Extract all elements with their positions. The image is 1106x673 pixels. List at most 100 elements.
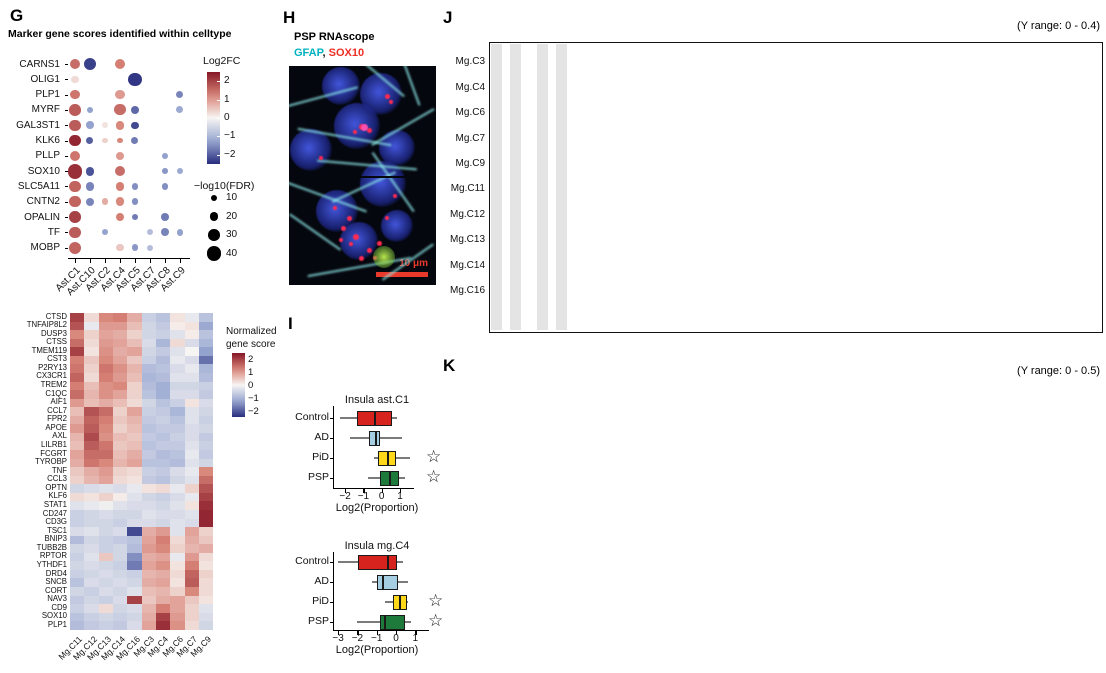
heatmap-gene-label: TSC1	[47, 525, 67, 535]
heatmap-cell	[141, 372, 157, 382]
dotplot-col-tick	[75, 258, 77, 263]
boxplot-x-tick-label: −2	[351, 633, 364, 644]
dotplot-dot	[69, 119, 81, 131]
boxplot-x-tick	[376, 631, 378, 635]
dotplot-dot	[115, 212, 125, 222]
heatmap-cell	[156, 321, 171, 331]
heatmap-cell	[184, 381, 200, 391]
heatmap-cell	[98, 441, 114, 450]
heatmap-gene-label: APOE	[45, 422, 67, 432]
heatmap-cell	[141, 569, 157, 579]
heatmap-cell	[98, 415, 114, 425]
heatmap-cell	[113, 527, 128, 536]
heatmap-gene-label: NAV3	[47, 594, 67, 604]
heatmap-cell	[113, 535, 128, 545]
fdr-legend-dot	[206, 246, 222, 261]
heatmap-colorbar	[232, 353, 245, 417]
dotplot-dot	[69, 58, 81, 70]
nucleus-blob	[322, 67, 360, 105]
heatmap-cell	[84, 578, 99, 587]
heatmap-cell	[141, 612, 157, 622]
heatmap-cell	[84, 441, 99, 450]
rnascope-channels: GFAP, SOX10	[294, 47, 364, 59]
heatmap-cell	[127, 561, 142, 570]
dotplot-dot	[83, 57, 97, 71]
log2fc-tick-label: 0	[224, 112, 230, 123]
heatmap-cell	[98, 492, 114, 502]
dotplot-dot	[69, 211, 81, 223]
dotplot-col-tick	[150, 258, 152, 263]
heatmap-cell	[127, 621, 142, 630]
heatmap-cell	[184, 612, 200, 622]
dotplot-dot	[116, 243, 124, 252]
heatmap-cell	[98, 398, 114, 408]
heatmap-cell	[70, 424, 85, 433]
heatmap-cell	[84, 398, 99, 408]
heatmap-cell	[98, 355, 114, 365]
heatmap-cell	[199, 450, 214, 459]
heatmap-cell	[170, 501, 185, 510]
heatmap-cell	[113, 587, 128, 596]
heatmap-cell	[84, 621, 99, 630]
heatmap-cell	[199, 595, 214, 605]
heatmap-cell	[127, 501, 142, 510]
heatmap-cell	[127, 407, 142, 416]
boxplot-median	[382, 574, 385, 590]
heatmap-cell	[199, 527, 214, 536]
heatmap-cell	[141, 364, 157, 373]
rnascope-image-stack: 10 μm	[289, 66, 436, 285]
heatmap-cell	[170, 330, 185, 339]
boxplot-median	[387, 450, 390, 466]
heatmap-cell	[113, 313, 128, 322]
heatmap-cell	[127, 372, 142, 382]
heatmap-cell	[127, 313, 142, 322]
heatmap-cell	[199, 518, 214, 528]
heatmap-cell	[184, 484, 200, 493]
heatmap-cell	[199, 535, 214, 545]
heatmap-cell	[156, 450, 171, 459]
heatmap-gene-label: OPTN	[45, 482, 67, 492]
dotplot-dot	[85, 197, 95, 206]
heatmap-cell	[184, 475, 200, 485]
heatmap-cell	[156, 544, 171, 553]
fdr-legend-label: 30	[226, 229, 238, 240]
dotplot-col-tick	[165, 258, 167, 263]
heatmap-legend-tick: 0	[248, 380, 254, 391]
image-divider	[289, 176, 436, 178]
heatmap-cell	[98, 407, 114, 416]
heatmap-cell	[127, 364, 142, 373]
heatmap-cell	[84, 458, 99, 468]
heatmap-gene-label: CCL7	[47, 405, 67, 415]
heatmap-cell	[184, 364, 200, 373]
heatmap-cell	[156, 424, 171, 433]
dotplot-dot	[131, 244, 139, 251]
heatmap-cell	[141, 407, 157, 416]
heatmap-cell	[141, 415, 157, 425]
dotplot-row-tick	[65, 125, 68, 127]
heatmap-cell	[98, 578, 114, 587]
track-label: Mg.C4	[455, 81, 485, 93]
heatmap-cell	[127, 381, 142, 391]
sox10-dot	[319, 156, 323, 160]
heatmap-cell	[98, 321, 114, 331]
dotplot-dot	[69, 226, 81, 239]
heatmap-gene-label: CD247	[42, 508, 67, 518]
boxplot-row-tick	[330, 478, 333, 479]
heatmap-cell	[199, 390, 214, 399]
heatmap-cell	[127, 450, 142, 459]
heatmap-cell	[184, 458, 200, 468]
heatmap-cell	[113, 390, 128, 399]
boxplot-row-tick	[330, 582, 333, 583]
heatmap-cell	[84, 569, 99, 579]
dotplot-dot	[176, 228, 184, 236]
dotplot-row-tick	[65, 201, 68, 203]
heatmap-cell	[113, 372, 128, 382]
heatmap-cell	[84, 432, 99, 442]
heatmap-gene-label: RPTOR	[39, 551, 67, 561]
heatmap-cell	[199, 484, 214, 493]
heatmap-cell	[170, 398, 185, 408]
heatmap-cell	[70, 569, 85, 579]
heatmap-cell	[156, 364, 171, 373]
heatmap-cell	[199, 509, 214, 519]
heatmap-cell	[113, 321, 128, 331]
